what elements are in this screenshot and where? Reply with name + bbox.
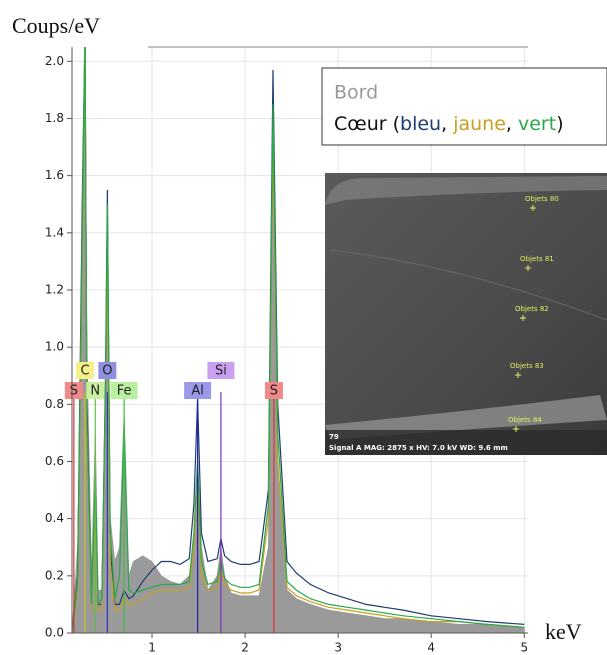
sem-object-marker: [530, 205, 536, 211]
x-tick-label: 3: [334, 641, 342, 655]
sem-object-label: Objets 80: [525, 195, 559, 203]
element-label: C: [80, 364, 89, 379]
y-tick-label: 0.8: [45, 397, 64, 411]
sem-object-marker: [515, 372, 521, 378]
sem-object-marker: [525, 265, 531, 271]
element-label: Si: [215, 364, 227, 379]
element-label: S: [70, 384, 78, 399]
sem-info: Signal A MAG: 2875 x HV: 7.0 kV WD: 9.6 …: [329, 444, 508, 452]
sem-object-label: Objets 84: [508, 416, 542, 424]
y-tick-label: 0.2: [45, 568, 64, 582]
sem-banner: [325, 430, 607, 455]
x-tick-label: 4: [427, 641, 435, 655]
element-box: [64, 382, 83, 399]
sem-object-marker: [520, 315, 526, 321]
y-tick-label: 1.2: [45, 282, 64, 296]
y-tick-label: 0.6: [45, 454, 64, 468]
element-label: Al: [191, 384, 204, 399]
x-tick-label: 5: [520, 641, 528, 655]
sem-edge: [325, 395, 607, 440]
sem-image: 79 Signal A MAG: 2875 x HV: 7.0 kV WD: 9…: [325, 173, 607, 455]
sem-object-marker: [513, 426, 519, 432]
element-box: [264, 382, 283, 399]
x-tick-label: 2: [241, 641, 249, 655]
y-tick-label: 1.8: [45, 111, 64, 125]
y-tick-label: 1.0: [45, 340, 64, 354]
element-box: [98, 362, 117, 379]
element-box: [110, 382, 138, 399]
y-tick-label: 0.0: [45, 626, 64, 640]
y-axis-label: Coups/eV: [12, 13, 100, 38]
legend-part: bleu: [400, 113, 441, 135]
sem-frame: 79: [329, 433, 339, 441]
element-box: [86, 382, 105, 399]
legend: Bord Cœur (bleu, jaune, vert): [334, 82, 564, 135]
legend-part: jaune: [452, 113, 506, 135]
sem-object-label: Objets 81: [520, 255, 554, 263]
sem-line: [329, 249, 607, 321]
legend-entry: Cœur (bleu, jaune, vert): [334, 113, 564, 135]
y-tick-label: 1.6: [45, 168, 64, 182]
sem-edge: [325, 176, 607, 205]
x-axis-label: keV: [545, 619, 582, 644]
y-tick-label: 1.4: [45, 225, 64, 239]
legend-box: [321, 67, 607, 146]
legend-part: ,: [506, 113, 518, 135]
legend-entry: Bord: [334, 82, 378, 104]
legend-part: Cœur (: [334, 113, 400, 135]
element-box: [76, 362, 95, 379]
x-tick-label: 1: [148, 641, 156, 655]
legend-part: ): [556, 113, 563, 135]
sem-objects: Objets 80 Objets 81 Objets 82 Objets 83 Obje…: [508, 195, 559, 432]
y-tick-label: 0.4: [45, 511, 64, 525]
element-label: O: [102, 364, 112, 379]
sem-object-label: Objets 82: [515, 305, 549, 313]
element-label: N: [90, 384, 100, 399]
element-label: S: [270, 384, 278, 399]
legend-part: ,: [441, 113, 453, 135]
y-tick-label: 2.0: [45, 54, 64, 68]
sem-object-label: Objets 83: [510, 362, 544, 370]
element-box: [207, 362, 235, 379]
legend-part: vert: [518, 113, 556, 135]
element-box: [184, 382, 212, 399]
element-label: Fe: [117, 384, 132, 399]
